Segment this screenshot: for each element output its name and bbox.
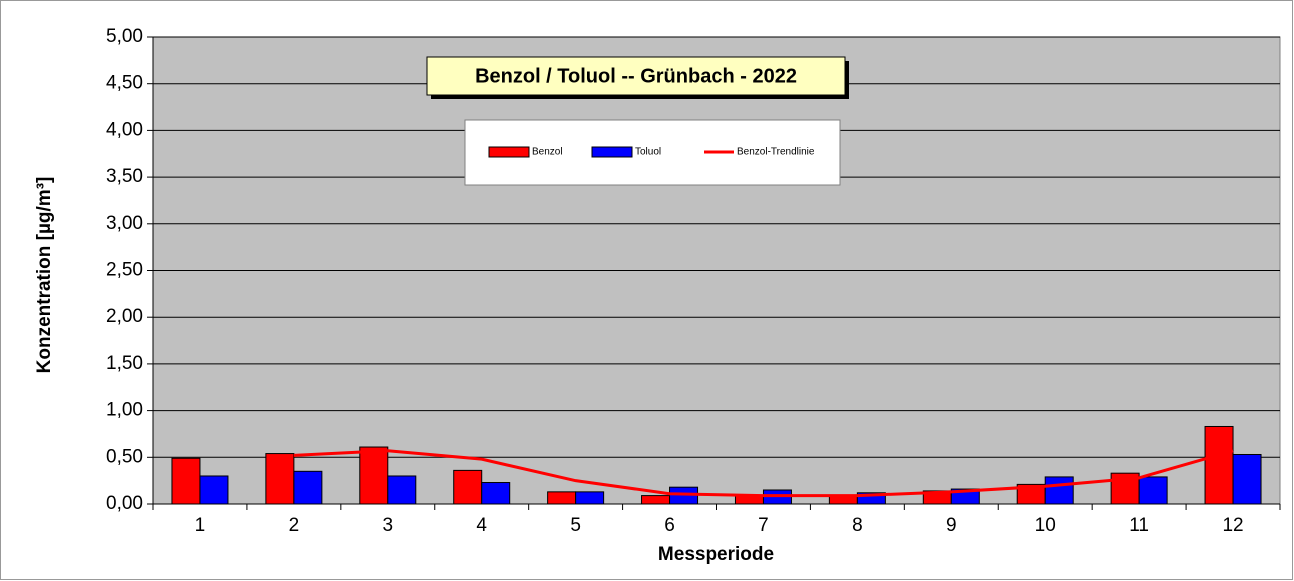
y-tick-label: 3,00 xyxy=(106,213,143,234)
bar xyxy=(171,457,201,505)
y-tick-label: 2,50 xyxy=(106,260,143,281)
y-tick-label: 2,00 xyxy=(106,306,143,327)
x-tick-label: 3 xyxy=(383,515,394,536)
x-tick-label: 10 xyxy=(1035,515,1056,536)
x-tick-label: 8 xyxy=(852,515,863,536)
title-box xyxy=(426,56,846,96)
bar xyxy=(641,495,671,505)
trend-line xyxy=(293,449,1234,498)
bar xyxy=(481,482,511,505)
x-tick-label: 12 xyxy=(1222,515,1243,536)
bar xyxy=(199,475,229,505)
x-tick-label: 6 xyxy=(664,515,675,536)
y-tick-label: 4,00 xyxy=(106,119,143,140)
x-tick-label: 11 xyxy=(1129,515,1149,536)
x-tick-label: 9 xyxy=(946,515,957,536)
y-tick-label: 1,00 xyxy=(106,400,143,421)
bar xyxy=(265,453,295,505)
x-tick-label: 5 xyxy=(570,515,581,536)
bar xyxy=(293,470,323,505)
y-tick-label: 1,50 xyxy=(106,353,143,374)
bar xyxy=(1138,476,1168,505)
x-tick-label: 1 xyxy=(195,515,206,536)
x-axis-label: Messperiode xyxy=(658,544,774,565)
y-tick-label: 5,00 xyxy=(106,26,143,47)
bar xyxy=(453,469,483,505)
bar xyxy=(359,446,389,505)
bar xyxy=(856,492,886,505)
x-tick-label: 4 xyxy=(476,515,487,536)
y-tick-label: 0,00 xyxy=(106,493,143,514)
x-tick-label: 2 xyxy=(289,515,300,536)
chart-title: Benzol / Toluol -- Grünbach - 2022 xyxy=(475,65,797,87)
y-tick-label: 4,50 xyxy=(106,73,143,94)
bar xyxy=(387,475,417,505)
bar xyxy=(575,491,605,505)
y-axis-label: Konzentration [µg/m³] xyxy=(34,177,55,374)
legend-label: Toluol xyxy=(635,147,661,158)
y-tick-label: 0,50 xyxy=(106,446,143,467)
bar xyxy=(547,491,577,505)
legend-label: Benzol-Trendlinie xyxy=(737,147,815,158)
x-tick-label: 7 xyxy=(758,515,769,536)
y-tick-label: 3,50 xyxy=(106,166,143,187)
legend-label: Benzol xyxy=(532,147,563,158)
bar xyxy=(1204,425,1234,505)
legend-swatch xyxy=(591,146,633,158)
bar xyxy=(1232,453,1262,505)
legend-swatch xyxy=(488,146,530,158)
bar xyxy=(1044,476,1074,505)
